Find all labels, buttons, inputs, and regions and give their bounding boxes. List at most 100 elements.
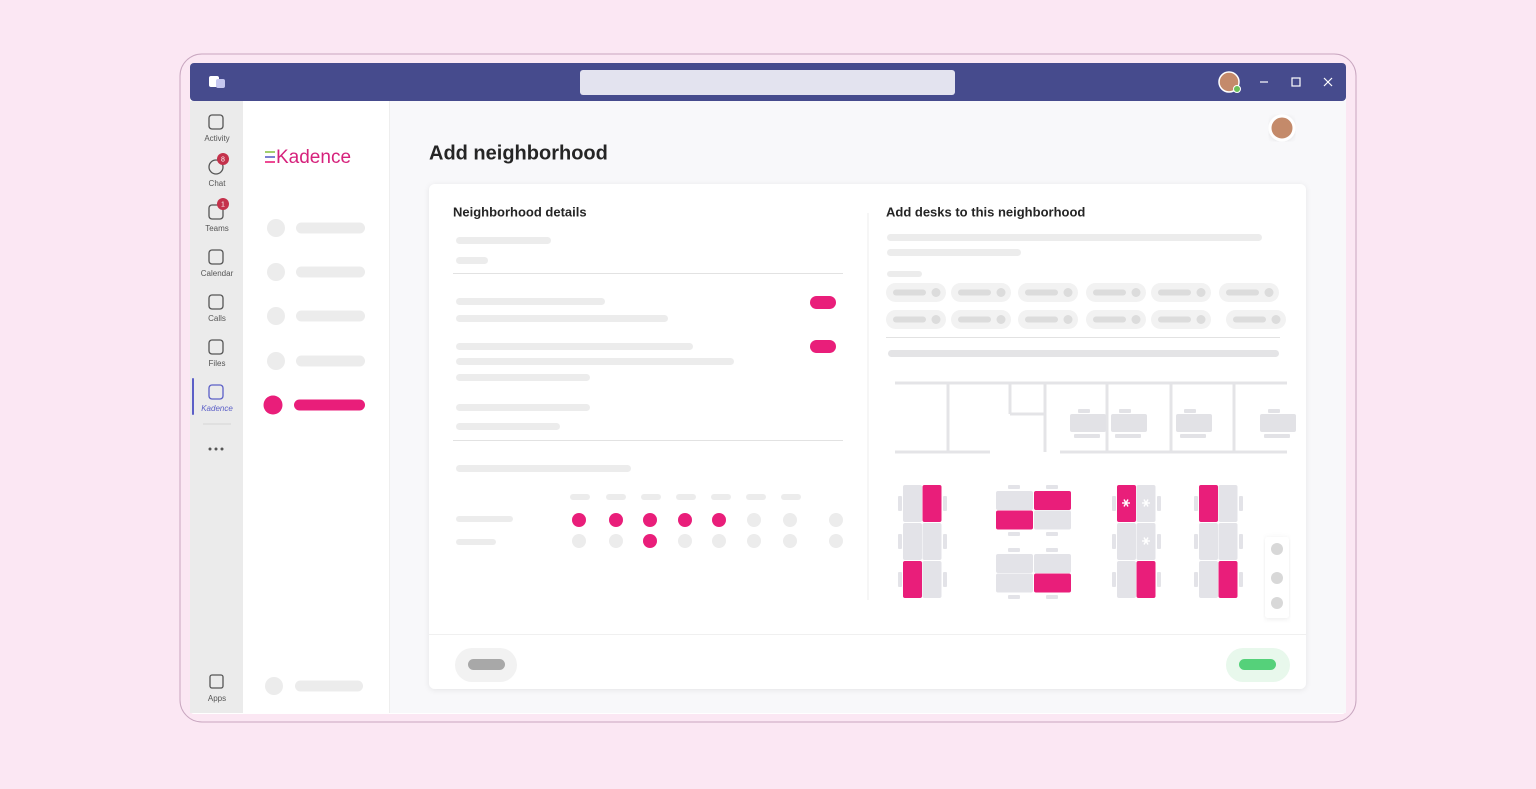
nav-skeleton-bar	[296, 310, 365, 322]
nav-label: Teams	[205, 224, 229, 233]
nav-skeleton-dot	[265, 677, 283, 695]
nav-label: Files	[209, 359, 226, 368]
chip-text	[893, 289, 926, 296]
nav-skeleton-bar	[296, 266, 365, 278]
nav-skeleton-dot	[267, 352, 285, 370]
chair	[943, 534, 947, 549]
toggle[interactable]	[810, 296, 836, 309]
desk	[996, 510, 1033, 530]
skeleton-bar	[746, 494, 766, 500]
schedule-dot	[783, 534, 797, 548]
schedule-dot	[747, 513, 761, 527]
skeleton-bar	[456, 237, 551, 244]
maximize	[1291, 77, 1301, 87]
logo-text: Kadence	[276, 147, 351, 168]
nav-label: Apps	[208, 694, 226, 703]
desk-star	[1143, 499, 1149, 507]
zoom-button[interactable]	[1271, 597, 1283, 609]
skeleton-bar	[781, 494, 801, 500]
chair	[943, 496, 947, 511]
desk	[1117, 561, 1136, 598]
chair	[1119, 409, 1131, 413]
nav-active-dot	[263, 395, 283, 415]
chip-text	[1226, 289, 1259, 296]
skeleton-bar	[456, 315, 668, 322]
chip-dot	[996, 288, 1006, 297]
chip-dot	[996, 315, 1006, 324]
nav-active-bar	[294, 399, 365, 411]
section-heading: Neighborhood details	[453, 204, 587, 219]
desk	[903, 523, 922, 560]
skeleton-bar	[456, 257, 488, 264]
schedule-dot	[643, 534, 657, 548]
nav-label: Activity	[204, 134, 229, 143]
desk-star	[1143, 537, 1149, 545]
nav-label: Kadence	[201, 404, 233, 413]
desk	[1034, 554, 1071, 573]
page-avatar	[1268, 114, 1296, 142]
chair	[1239, 534, 1243, 549]
apps-icon	[209, 674, 224, 689]
zoom-button[interactable]	[1271, 572, 1283, 584]
chip-text	[1093, 316, 1126, 323]
nav-skeleton-bar	[295, 680, 363, 692]
app-rail	[190, 101, 243, 713]
badge-count: 1	[221, 201, 225, 208]
nav-skeleton-dot	[267, 307, 285, 325]
schedule-dot	[712, 513, 726, 527]
chair	[1112, 572, 1116, 587]
nav-label: Chat	[209, 179, 227, 188]
schedule-dot	[678, 534, 692, 548]
desk	[1034, 510, 1071, 530]
zoom-button[interactable]	[1271, 543, 1283, 555]
desk	[922, 561, 942, 598]
chip-dot	[1264, 288, 1274, 297]
chair	[1112, 534, 1116, 549]
nav-skeleton-bar	[296, 355, 365, 367]
skeleton-bar	[456, 539, 496, 545]
badge	[217, 153, 229, 165]
chip-dot	[1131, 315, 1141, 324]
chip-dot	[931, 288, 941, 297]
nav-icon	[208, 159, 224, 175]
skeleton-bar	[888, 350, 1279, 357]
chair	[943, 572, 947, 587]
nav-icon	[208, 339, 224, 355]
chair	[1046, 532, 1058, 536]
nav-label: Calendar	[201, 269, 234, 278]
schedule-dot	[829, 513, 843, 527]
chair	[1157, 534, 1161, 549]
search-box[interactable]	[580, 70, 955, 95]
nav-icon	[208, 294, 224, 310]
chair	[1008, 595, 1020, 599]
button-text	[468, 659, 505, 670]
desk	[996, 491, 1033, 510]
desk	[1070, 414, 1106, 432]
chair	[1046, 548, 1058, 552]
desk	[1034, 573, 1071, 593]
skeleton-bar	[887, 271, 922, 277]
chip-text	[958, 289, 991, 296]
desk	[1218, 485, 1238, 522]
schedule-dot	[572, 534, 586, 548]
chair	[1078, 409, 1090, 413]
nav-skeleton-dot	[267, 219, 285, 237]
more-dot	[208, 447, 212, 451]
desk	[1176, 414, 1212, 432]
skeleton-bar	[570, 494, 590, 500]
more-dot	[214, 447, 218, 451]
desk	[996, 554, 1033, 573]
chair	[1112, 496, 1116, 511]
nav-icon	[208, 249, 224, 265]
skeleton-bar	[676, 494, 696, 500]
nav-icon	[208, 204, 224, 220]
schedule-dot	[747, 534, 761, 548]
schedule-dot	[609, 513, 623, 527]
toggle[interactable]	[810, 340, 836, 353]
chip-dot	[1196, 315, 1206, 324]
chip-text	[1158, 289, 1191, 296]
desk	[1136, 561, 1156, 598]
chip-text	[1093, 289, 1126, 296]
desk	[1218, 523, 1238, 560]
